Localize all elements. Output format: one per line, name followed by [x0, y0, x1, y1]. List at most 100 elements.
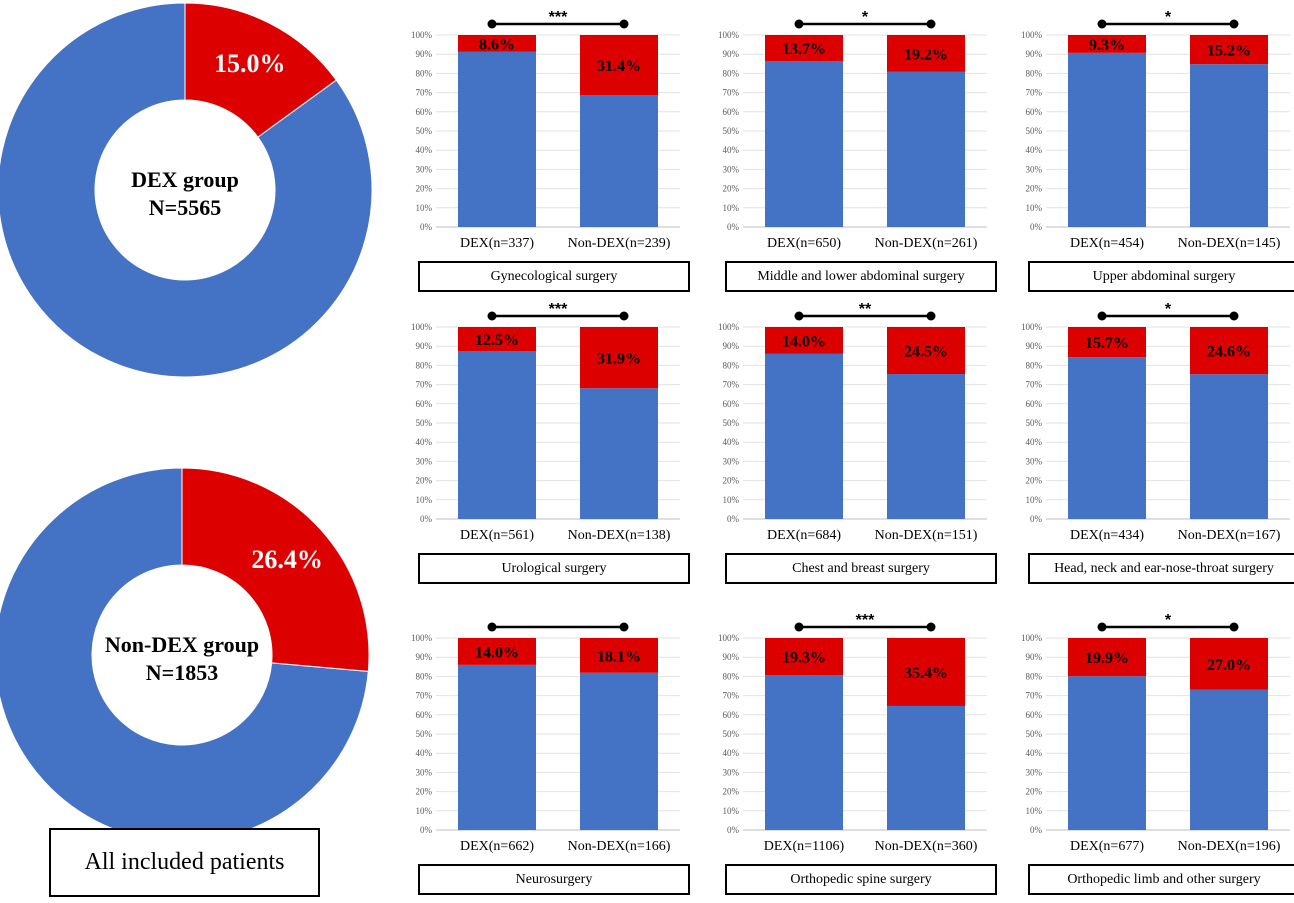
y-tick-label: 30% — [1026, 164, 1043, 174]
y-tick-label: 10% — [1026, 806, 1043, 816]
y-tick-label: 60% — [1026, 107, 1043, 117]
y-tick-label: 90% — [416, 49, 433, 59]
panel-title-box: Head, neck and ear-nose-throat surgery — [1028, 553, 1294, 584]
panel-title-box: Chest and breast surgery — [725, 553, 997, 584]
y-tick-label: 50% — [1026, 126, 1043, 136]
category-label: Non-DEX(n=360) — [875, 839, 978, 854]
bracket-dot — [487, 311, 497, 321]
bar-segment-reference — [1190, 374, 1268, 519]
y-tick-label: 0% — [727, 825, 740, 835]
y-tick-label: 20% — [723, 476, 740, 486]
bar-segment-delirium — [1068, 327, 1146, 358]
donut-percent-label: 15.0% — [214, 49, 286, 78]
significance-stars: ** — [859, 301, 872, 318]
bracket-dot — [794, 19, 804, 29]
y-tick-label: 0% — [1030, 514, 1043, 524]
bar-segment-reference — [765, 353, 843, 519]
significance-stars: * — [1165, 301, 1172, 318]
panel-title-box: Orthopedic limb and other surgery — [1028, 864, 1294, 895]
data-label: 35.4% — [904, 665, 948, 682]
y-tick-label: 100% — [718, 30, 740, 40]
y-tick-label: 20% — [1026, 476, 1043, 486]
bar-panel: 0% 10% 20% 30% 40% 50% 60% 70% 80% 90% 100% 14.0% DE… — [718, 301, 987, 543]
bar-segment-delirium — [1190, 35, 1268, 65]
category-label: Non-DEX(n=138) — [568, 528, 671, 543]
y-tick-label: 0% — [1030, 825, 1043, 835]
significance-stars: *** — [549, 301, 568, 318]
y-tick-label: 50% — [1026, 729, 1043, 739]
y-tick-label: 50% — [1026, 418, 1043, 428]
panel-title-box: Neurosurgery — [418, 864, 690, 895]
y-tick-label: 40% — [723, 145, 740, 155]
bar-segment-delirium — [1068, 35, 1146, 53]
bar-segment-reference — [458, 664, 536, 830]
bar-segment-reference — [1068, 357, 1146, 519]
bar-segment-delirium — [1190, 638, 1268, 690]
y-tick-label: 20% — [1026, 787, 1043, 797]
panel-title-box: Orthopedic spine surgery — [725, 864, 997, 895]
y-tick-label: 30% — [1026, 767, 1043, 777]
donut-slice-delirium — [181, 467, 370, 672]
y-tick-label: 80% — [1026, 68, 1043, 78]
y-tick-label: 100% — [718, 322, 740, 332]
bracket-dot — [1229, 311, 1239, 321]
data-label: 9.3% — [1089, 37, 1125, 54]
y-tick-label: 100% — [411, 30, 433, 40]
bar-segment-reference — [1190, 689, 1268, 830]
y-tick-label: 60% — [1026, 399, 1043, 409]
bar-segment-delirium — [458, 327, 536, 351]
y-tick-label: 90% — [723, 341, 740, 351]
y-tick-label: 60% — [723, 399, 740, 409]
y-tick-label: 20% — [1026, 184, 1043, 194]
bar-segment-reference — [580, 388, 658, 519]
y-tick-label: 0% — [727, 514, 740, 524]
y-tick-label: 90% — [1026, 652, 1043, 662]
data-label: 15.7% — [1085, 335, 1129, 352]
y-tick-label: 0% — [420, 222, 433, 232]
data-label: 19.9% — [1085, 650, 1129, 667]
bar-segment-reference — [580, 672, 658, 830]
y-tick-label: 40% — [1026, 437, 1043, 447]
category-label: Non-DEX(n=145) — [1178, 236, 1281, 251]
y-tick-label: 20% — [416, 476, 433, 486]
y-tick-label: 70% — [1026, 380, 1043, 390]
bracket-dot — [794, 622, 804, 632]
bar-segment-delirium — [887, 327, 965, 375]
bar-segment-delirium — [580, 35, 658, 96]
data-label: 27.0% — [1207, 657, 1251, 674]
category-label: DEX(n=1106) — [764, 839, 845, 854]
y-tick-label: 20% — [416, 787, 433, 797]
bar-segment-reference — [765, 675, 843, 830]
category-label: DEX(n=337) — [460, 236, 534, 251]
y-tick-label: 50% — [416, 126, 433, 136]
y-tick-label: 90% — [1026, 49, 1043, 59]
y-tick-label: 40% — [416, 145, 433, 155]
donut-n-label: N=5565 — [149, 195, 221, 220]
significance-stars: *** — [856, 612, 875, 629]
y-tick-label: 80% — [416, 671, 433, 681]
y-tick-label: 90% — [1026, 341, 1043, 351]
y-tick-label: 100% — [411, 322, 433, 332]
y-tick-label: 0% — [420, 514, 433, 524]
bar-segment-delirium — [458, 638, 536, 665]
y-tick-label: 80% — [723, 360, 740, 370]
y-tick-label: 50% — [723, 126, 740, 136]
y-tick-label: 80% — [723, 671, 740, 681]
y-tick-label: 90% — [723, 49, 740, 59]
y-tick-label: 80% — [1026, 671, 1043, 681]
y-tick-label: 70% — [416, 380, 433, 390]
y-tick-label: 80% — [416, 360, 433, 370]
overall-donut-charts: 15.0% DEX group N=5565 26.4% Non-DEX group N=… — [0, 2, 373, 843]
y-tick-label: 10% — [416, 495, 433, 505]
y-tick-label: 20% — [723, 787, 740, 797]
category-label: Non-DEX(n=167) — [1178, 528, 1281, 543]
y-tick-label: 70% — [416, 88, 433, 98]
category-label: DEX(n=434) — [1070, 528, 1144, 543]
y-tick-label: 10% — [723, 495, 740, 505]
data-label: 19.2% — [904, 46, 948, 63]
y-tick-label: 40% — [1026, 748, 1043, 758]
donut-slice-reference — [0, 2, 373, 378]
bar-panel: 0% 10% 20% 30% 40% 50% 60% 70% 80% 90% 100% 13.7% DE… — [718, 9, 987, 251]
data-label: 14.0% — [475, 644, 519, 661]
